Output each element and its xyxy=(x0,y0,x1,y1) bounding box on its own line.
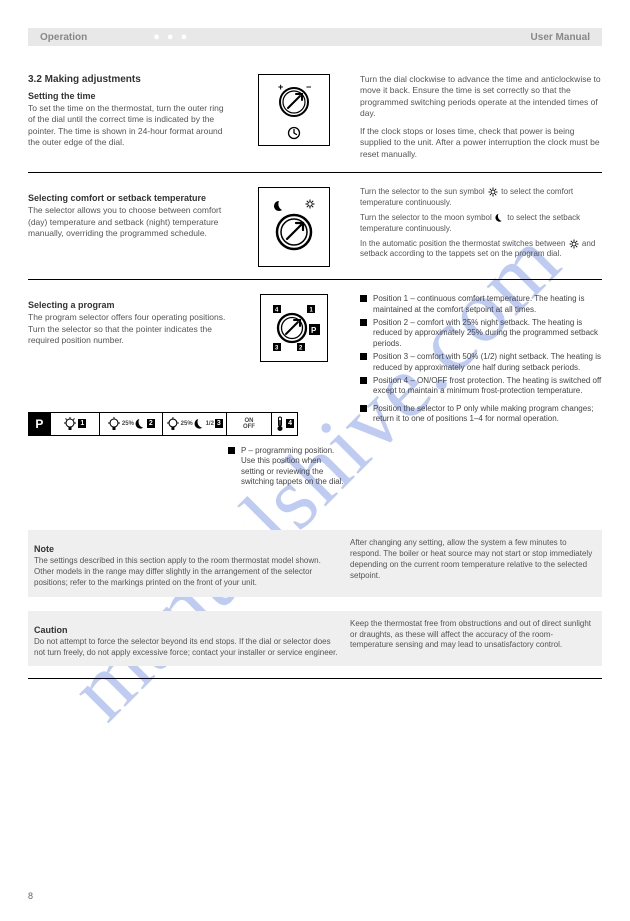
para-comfort-r2: Turn the selector to the moon symbol to … xyxy=(360,213,602,235)
strip-p: P xyxy=(29,413,51,435)
caution-right-body: Keep the thermostat free from obstructio… xyxy=(350,619,596,651)
legend-pos3: Position 3 – comfort with 50% (1/2) nigh… xyxy=(360,352,602,373)
caution-left-body: Do not attempt to force the selector bey… xyxy=(34,637,338,659)
svg-text:+: + xyxy=(278,82,283,92)
program-dial-icon: 4 1 3 2 P xyxy=(265,299,323,357)
para-comfort-r1: Turn the selector to the sun symbol to s… xyxy=(360,187,602,209)
program-strip: P 1 25% 2 25% 1/2 xyxy=(28,412,298,436)
moon-icon xyxy=(194,418,205,429)
para-time-left: To set the time on the thermostat, turn … xyxy=(28,103,228,149)
strip-3: 25% 1/2 3 xyxy=(163,413,227,435)
topbar-dots: ● ● ● xyxy=(153,31,189,43)
moon-icon xyxy=(495,213,504,222)
note-block: Note The settings described in this sect… xyxy=(28,530,602,596)
para-comfort-r3: In the automatic position the thermostat… xyxy=(360,239,602,261)
note-heading: Note xyxy=(34,544,338,554)
legend-pos4: Position 4 – ON/OFF frost protection. Th… xyxy=(360,376,602,397)
thermometer-icon xyxy=(275,416,285,432)
svg-text:P: P xyxy=(311,326,317,335)
dial-time-icon: + − xyxy=(258,74,330,146)
section-comfort: Selecting comfort or setback temperature… xyxy=(28,187,602,280)
legend-pos1: Position 1 – continuous comfort temperat… xyxy=(360,294,602,315)
topbar-left: Operation xyxy=(40,32,87,43)
strip-4: 4 xyxy=(272,413,297,435)
dial-comfort-icon xyxy=(258,187,330,267)
bulb-icon xyxy=(166,417,180,431)
subheading-comfort: Selecting comfort or setback temperature xyxy=(28,193,228,203)
heading-adjustments: 3.2 Making adjustments xyxy=(28,74,228,85)
sun-icon xyxy=(488,187,498,197)
section-program: Selecting a program The program selector… xyxy=(28,294,602,490)
page-content: Operation ● ● ● User Manual 3.2 Making a… xyxy=(0,28,630,679)
rule-1 xyxy=(28,172,602,173)
subheading-program: Selecting a program xyxy=(28,300,228,310)
section-time: 3.2 Making adjustments Setting the time … xyxy=(28,74,602,173)
dial-program-icon: 4 1 3 2 P xyxy=(260,294,328,362)
moon-sun-dial-icon xyxy=(266,194,322,260)
legend-pos2: Position 2 – comfort with 25% night setb… xyxy=(360,318,602,349)
caution-heading: Caution xyxy=(34,625,338,635)
svg-text:−: − xyxy=(306,82,311,92)
para-time-r1: Turn the dial clockwise to advance the t… xyxy=(360,74,602,120)
rule-bottom xyxy=(28,678,602,679)
arrow-dial-icon: + − xyxy=(272,80,316,124)
legend-p: P – programming position. Use this posit… xyxy=(228,446,344,488)
subheading-time: Setting the time xyxy=(28,91,228,101)
caution-block: Caution Do not attempt to force the sele… xyxy=(28,611,602,667)
sun-icon xyxy=(569,239,579,249)
para-comfort-left: The selector allows you to choose betwee… xyxy=(28,205,228,239)
note-right-body: After changing any setting, allow the sy… xyxy=(350,538,596,581)
clock-icon xyxy=(287,126,301,140)
para-program-left: The program selector offers four operati… xyxy=(28,312,228,346)
bulb-icon xyxy=(107,417,121,431)
rule-2 xyxy=(28,279,602,280)
strip-onoff: ON OFF xyxy=(227,413,272,435)
strip-2: 25% 2 xyxy=(100,413,163,435)
topbar-right: User Manual xyxy=(531,32,590,43)
legend-extra: Position the selector to P only while ma… xyxy=(360,404,602,425)
strip-1: 1 xyxy=(51,413,100,435)
moon-icon xyxy=(135,418,146,429)
topbar: Operation ● ● ● User Manual xyxy=(28,28,602,46)
bulb-icon xyxy=(63,417,77,431)
para-time-r2: If the clock stops or loses time, check … xyxy=(360,126,602,160)
note-left-body: The settings described in this section a… xyxy=(34,556,338,588)
